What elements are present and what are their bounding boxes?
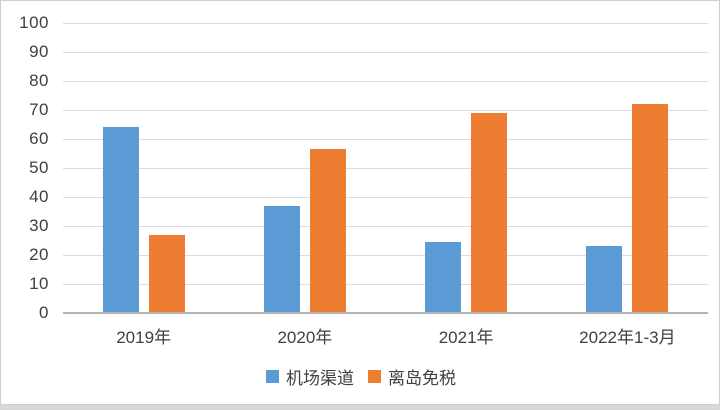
bar-series-1-cat-3	[632, 104, 669, 313]
x-axis-label: 2020年	[277, 328, 333, 347]
y-axis-tick-label: 90	[29, 42, 49, 61]
y-axis-tick-label: 60	[29, 129, 49, 148]
y-axis-tick-label: 40	[29, 187, 49, 206]
legend: 机场渠道 离岛免税	[1, 364, 720, 388]
gridline	[63, 168, 708, 169]
y-axis-tick-label: 30	[29, 216, 49, 235]
bar-series-0-cat-2	[425, 241, 462, 313]
y-axis-tick-label: 20	[29, 245, 49, 264]
legend-item-offshore-duty-free: 离岛免税	[368, 364, 456, 389]
x-axis-label: 2019年	[116, 328, 172, 347]
bar-series-1-cat-0	[148, 234, 185, 313]
y-axis-tick-label: 10	[29, 274, 49, 293]
x-axis-label: 2022年1-3月	[579, 328, 676, 347]
y-axis-tick-label: 100	[19, 13, 49, 32]
gridline	[63, 284, 708, 285]
gridline	[63, 226, 708, 227]
y-axis-tick-label: 0	[39, 303, 49, 322]
bar-series-1-cat-1	[309, 149, 346, 313]
legend-label-offshore-duty-free: 离岛免税	[388, 368, 456, 388]
gridline	[63, 23, 708, 24]
gridline	[63, 81, 708, 82]
x-axis-label: 2021年	[438, 328, 494, 347]
gridline	[63, 110, 708, 111]
plot-area	[63, 23, 708, 314]
y-axis-tick-label: 50	[29, 158, 49, 177]
bar-series-0-cat-0	[102, 127, 139, 313]
bottom-strip	[0, 405, 720, 410]
bar-series-0-cat-1	[263, 205, 300, 313]
legend-swatch-blue	[266, 369, 279, 383]
gridline	[63, 52, 708, 53]
gridline	[63, 255, 708, 256]
x-axis-line	[63, 312, 708, 314]
legend-swatch-orange	[368, 369, 381, 383]
gridline	[63, 197, 708, 198]
bar-series-0-cat-3	[586, 246, 623, 313]
legend-item-airport-channel: 机场渠道	[266, 364, 354, 389]
y-axis-tick-label: 70	[29, 100, 49, 119]
legend-label-airport-channel: 机场渠道	[286, 368, 354, 388]
y-axis-tick-label: 80	[29, 71, 49, 90]
bar-series-1-cat-2	[471, 112, 508, 313]
gridline	[63, 139, 708, 140]
